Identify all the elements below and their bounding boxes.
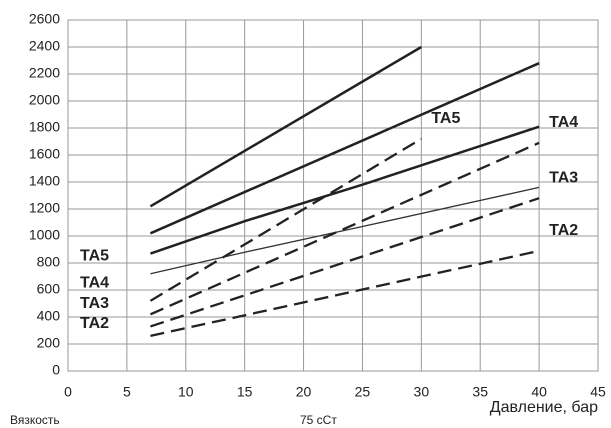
y-tick-label: 1200 xyxy=(29,200,60,216)
y-tick-label: 2600 xyxy=(29,11,60,27)
x-axis-label: Давление, бар xyxy=(490,399,598,416)
y-tick-label: 400 xyxy=(37,308,61,324)
x-tick-label: 5 xyxy=(123,384,131,400)
series-label: TA3 xyxy=(549,169,578,186)
x-tick-label: 25 xyxy=(355,384,371,400)
series-line xyxy=(150,125,540,255)
series-label: TA5 xyxy=(80,248,109,265)
y-tick-label: 800 xyxy=(37,254,61,270)
x-tick-label: 35 xyxy=(472,384,488,400)
series-label: TA5 xyxy=(431,110,460,127)
x-tick-label: 0 xyxy=(64,384,72,400)
series-label: TA3 xyxy=(80,295,109,312)
series-line xyxy=(150,186,540,275)
x-tick-label: 15 xyxy=(237,384,253,400)
y-tick-label: 2000 xyxy=(29,92,60,108)
annotation: 75 сСт xyxy=(300,413,337,427)
y-tick-label: 1000 xyxy=(29,227,60,243)
x-tick-label: 45 xyxy=(590,384,606,400)
series-line xyxy=(150,249,540,338)
series-label: TA2 xyxy=(80,315,109,332)
series-line xyxy=(150,197,540,328)
series-label: TA4 xyxy=(549,114,578,131)
x-tick-label: 40 xyxy=(531,384,547,400)
series-line xyxy=(149,137,422,302)
y-tick-label: 1400 xyxy=(29,173,60,189)
y-tick-label: 200 xyxy=(37,335,61,351)
series-label: TA4 xyxy=(80,275,109,292)
series-line xyxy=(149,45,422,208)
x-tick-label: 10 xyxy=(178,384,194,400)
series-line xyxy=(149,141,540,316)
x-tick-label: 20 xyxy=(296,384,312,400)
y-tick-label: 1800 xyxy=(29,119,60,135)
y-tick-label: 600 xyxy=(37,281,61,297)
x-tick-label: 30 xyxy=(414,384,430,400)
y-tick-label: 2200 xyxy=(29,65,60,81)
y-tick-label: 2400 xyxy=(29,38,60,54)
annotation: Вязкость xyxy=(10,413,60,427)
y-tick-label: 0 xyxy=(52,362,60,378)
series-label: TA2 xyxy=(549,222,578,239)
y-tick-label: 1600 xyxy=(29,146,60,162)
series-line xyxy=(149,62,540,235)
